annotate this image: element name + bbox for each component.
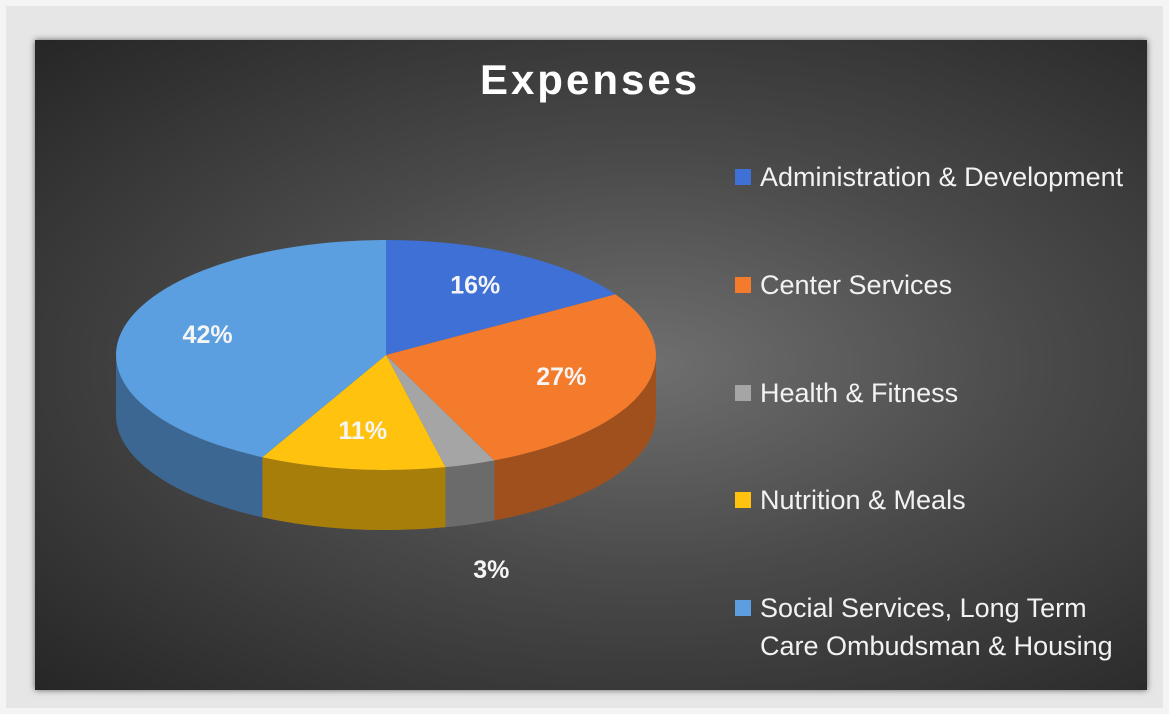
chart-title: Expenses [480,56,700,103]
slice-side-shade [262,457,446,530]
data-label: 42% [183,321,233,349]
slice [386,240,616,355]
legend-entry: Health & Fitness [735,374,1145,412]
slice-side-shade [115,355,263,518]
data-label: 11% [338,417,387,445]
legend-entry: Nutrition & Meals [735,481,1145,519]
legend-swatch [735,492,751,509]
slice [386,355,495,468]
legend-swatch [735,276,751,293]
legend-entry: Social Services, Long Term Care Ombudsma… [735,589,1145,665]
legend-swatch [735,169,751,185]
legend-entry: Administration & Development [735,158,1145,196]
slice-side [445,460,495,528]
legend-label: Health & Fitness [760,377,959,408]
legend-entry: Center Services [735,266,1145,304]
slice [386,294,656,461]
data-label: 27% [536,363,586,391]
legend-swatch [735,384,751,401]
legend-swatch [735,600,751,616]
slice-side [494,355,656,521]
slice-side [262,457,446,530]
data-label: 16% [450,271,500,299]
slice-side [115,355,263,518]
slice [116,239,387,458]
legend-label: Center Services [760,269,953,300]
slice-side-shade [494,355,656,521]
data-label: 3% [473,556,509,584]
legend-label: Nutrition & Meals [760,485,966,516]
slice-side-shade [445,460,495,528]
legend-label: Administration & Development [760,162,1124,192]
legend-label: Social Services, Long Term Care Ombudsma… [760,593,1113,661]
slice [262,355,446,470]
legend: Administration & Development Center Servi… [735,158,1145,665]
